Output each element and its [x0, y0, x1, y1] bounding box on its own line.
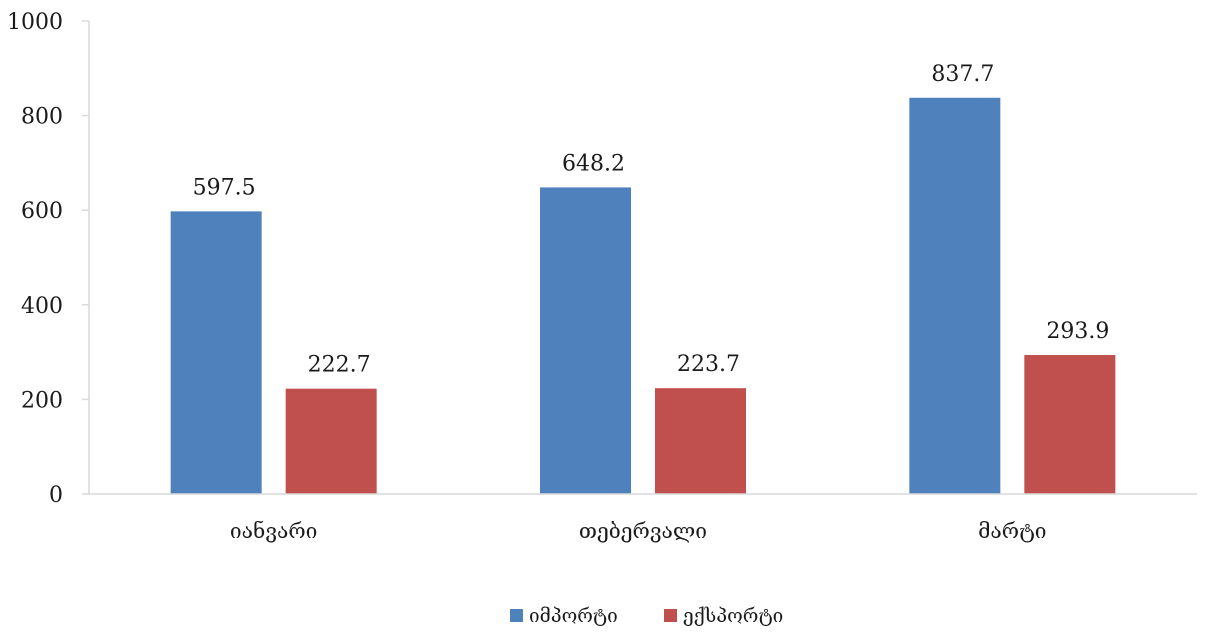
bars — [170, 97, 1116, 495]
y-tick-label: 400 — [21, 294, 63, 319]
y-axis-ticks: 0 200 400 600 800 1000 — [7, 10, 89, 508]
data-label: 223.7 — [677, 352, 740, 377]
y-tick-label: 600 — [21, 199, 63, 224]
y-tick-label: 200 — [21, 388, 63, 413]
legend-swatch — [510, 609, 523, 622]
legend-swatch — [664, 609, 677, 622]
x-axis-categories: იანვარი თებერვალი მარტი — [230, 519, 1047, 543]
bar-export-2 — [1024, 354, 1116, 494]
bar-export-0 — [285, 388, 377, 494]
bar-import-0 — [170, 211, 262, 494]
data-labels: 597.5 222.7 648.2 223.7 837.7 293.9 — [193, 62, 1110, 378]
legend-label: იმპორტი — [529, 605, 618, 627]
y-tick-label: 0 — [49, 483, 63, 508]
x-category-label: მარტი — [978, 519, 1046, 543]
bar-export-1 — [655, 388, 746, 494]
x-category-label: იანვარი — [230, 519, 318, 543]
y-tick-label: 1000 — [7, 10, 63, 35]
data-label: 837.7 — [931, 62, 994, 87]
data-label: 293.9 — [1046, 319, 1109, 344]
data-label: 648.2 — [562, 151, 625, 176]
legend-label: ექსპორტი — [683, 605, 783, 627]
bar-import-1 — [540, 187, 631, 494]
x-category-label: თებერვალი — [579, 519, 707, 543]
data-label: 597.5 — [193, 175, 256, 200]
legend: იმპორტი ექსპორტი — [510, 605, 783, 627]
data-label: 222.7 — [308, 353, 371, 378]
y-tick-label: 800 — [21, 105, 63, 130]
bar-import-2 — [909, 97, 1001, 495]
